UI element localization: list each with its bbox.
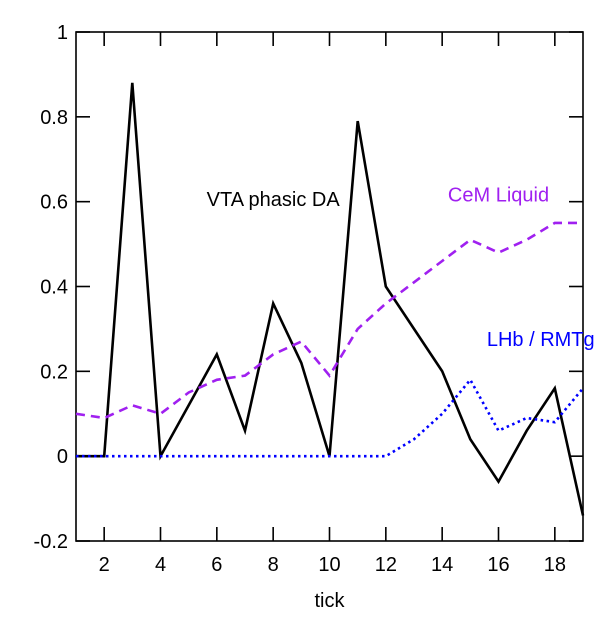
x-tick-label: 2 <box>99 554 110 576</box>
series-label-1: VTA phasic DA <box>207 189 341 211</box>
x-tick-label: 10 <box>318 554 340 576</box>
series-line-1 <box>76 82 585 516</box>
series-line-2 <box>75 221 583 420</box>
x-tick-label: 16 <box>487 554 509 576</box>
y-axis: -0.2 0 0.2 0.4 0.6 0.8 1 <box>34 22 583 553</box>
series-label-3: LHb / RMTg <box>487 329 595 351</box>
x-axis-title: tick <box>315 590 346 612</box>
y-tick-label: 0.8 <box>40 107 68 129</box>
x-tick-label: 8 <box>268 554 279 576</box>
y-tick-label: 1 <box>57 22 68 44</box>
y-tick-label: 0 <box>57 446 68 468</box>
x-tick-label: 18 <box>544 554 566 576</box>
annotation-layer: VTA phasic DA CeM Liquid LHb / RMTg <box>207 185 595 351</box>
x-axis: 2 4 6 8 10 12 14 16 18 <box>99 32 566 576</box>
x-tick-label: 14 <box>431 554 453 576</box>
x-tick-label: 12 <box>375 554 397 576</box>
y-tick-label: 0.4 <box>40 277 68 299</box>
series-label-2: CeM Liquid <box>448 185 549 207</box>
y-tick-label: 0.6 <box>40 192 68 214</box>
series-layer <box>75 82 585 516</box>
series-line-3 <box>76 377 584 458</box>
y-tick-label: -0.2 <box>34 531 68 553</box>
x-tick-label: 6 <box>211 554 222 576</box>
y-tick-label: 0.2 <box>40 361 68 383</box>
x-tick-label: 4 <box>155 554 166 576</box>
